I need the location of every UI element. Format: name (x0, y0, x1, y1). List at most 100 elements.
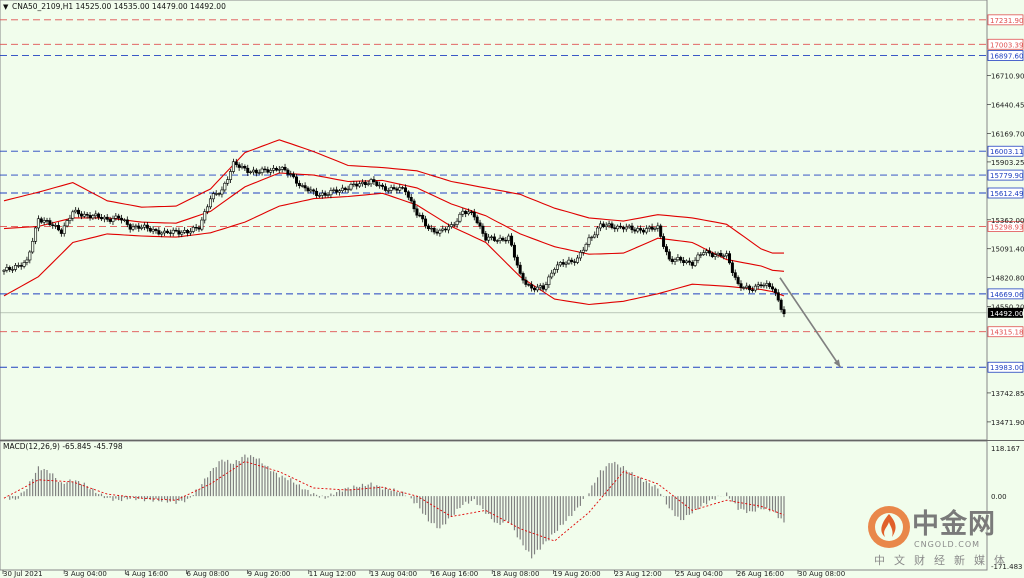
candle (639, 225, 643, 234)
candle (62, 222, 66, 237)
candle-body (395, 188, 399, 191)
candle-body (716, 252, 720, 256)
candle-body (544, 284, 548, 290)
candle (710, 251, 714, 259)
candle-body (280, 166, 284, 170)
candle-body (756, 284, 760, 287)
candle (51, 221, 55, 229)
candle (100, 213, 104, 222)
candle (369, 177, 373, 187)
candle-body (165, 230, 169, 234)
candle (237, 162, 241, 171)
x-tick-label: 13 Aug 04:00 (370, 570, 417, 578)
candle-body (346, 188, 350, 191)
candle (673, 257, 677, 265)
candle (208, 195, 212, 210)
candle (684, 259, 688, 265)
candle (355, 181, 359, 190)
bollinger-bands (3, 139, 785, 306)
candle (231, 158, 235, 174)
candle (289, 170, 293, 178)
bollinger-middle-line (3, 172, 785, 272)
candle (705, 248, 709, 256)
bollinger-lower-line (3, 192, 785, 306)
candle (97, 212, 101, 220)
y-tick-label: 15903.25 (991, 159, 1024, 167)
candle-body (269, 170, 273, 173)
candle-body (254, 169, 258, 174)
candle (679, 255, 683, 264)
candle (627, 223, 631, 229)
candle-body (323, 192, 327, 196)
candle (389, 184, 393, 194)
candle (693, 257, 697, 268)
collapse-triangle-icon[interactable]: ▼ (3, 3, 9, 11)
candle-body (186, 230, 190, 234)
y-tick-label: 16710.90 (991, 73, 1024, 81)
candle-body (22, 262, 26, 267)
candle (690, 260, 694, 269)
candle-body (641, 229, 645, 233)
candle (332, 187, 336, 193)
candle (510, 233, 514, 247)
candle-body (108, 219, 112, 222)
candle-body (406, 191, 410, 198)
candle (197, 225, 201, 232)
candle-body (647, 226, 651, 229)
candle-body (62, 225, 66, 234)
candle (194, 223, 198, 232)
candle (613, 224, 617, 233)
candle (79, 211, 83, 220)
candle (756, 281, 760, 290)
candle (42, 217, 46, 226)
candle (501, 236, 505, 242)
candle-body (122, 219, 126, 221)
candle-body (705, 250, 709, 253)
candle-body (782, 309, 786, 315)
candle (550, 269, 554, 280)
x-tick-label: 25 Aug 04:00 (676, 570, 723, 578)
candle (555, 261, 559, 273)
candle (558, 261, 562, 267)
candle-body (621, 226, 625, 230)
candle-body (639, 228, 643, 231)
candle (432, 226, 436, 235)
candle-body (596, 227, 600, 236)
candle-body (151, 229, 155, 232)
candle-body (8, 267, 12, 270)
candle-body (363, 181, 367, 186)
candle-body (197, 227, 201, 230)
candle (269, 167, 273, 176)
candle (168, 229, 172, 237)
candle-body (251, 169, 255, 173)
candle-body (538, 285, 542, 288)
candle-body (478, 222, 482, 227)
candle-body (59, 229, 63, 234)
candle (604, 222, 608, 230)
candle (378, 181, 382, 189)
candle (56, 222, 60, 232)
candle-body (203, 211, 207, 221)
candle (633, 227, 637, 234)
candle-body (56, 225, 60, 231)
candle (266, 166, 270, 174)
candle-body (530, 284, 534, 289)
candle (713, 251, 717, 260)
candle-body (598, 223, 602, 229)
candle (165, 228, 169, 235)
candle (65, 219, 69, 228)
candle (36, 215, 40, 232)
candle (229, 169, 233, 184)
candle (234, 158, 238, 168)
candle-body (352, 183, 356, 186)
candle-body (168, 232, 172, 234)
candle-body (338, 190, 342, 193)
candle (504, 236, 508, 244)
candle (478, 219, 482, 230)
candle-body (604, 224, 608, 228)
candle (349, 182, 353, 192)
candle-body (68, 217, 72, 221)
x-tick-label: 30 Jul 2021 (3, 570, 43, 578)
candle-body (79, 213, 83, 217)
